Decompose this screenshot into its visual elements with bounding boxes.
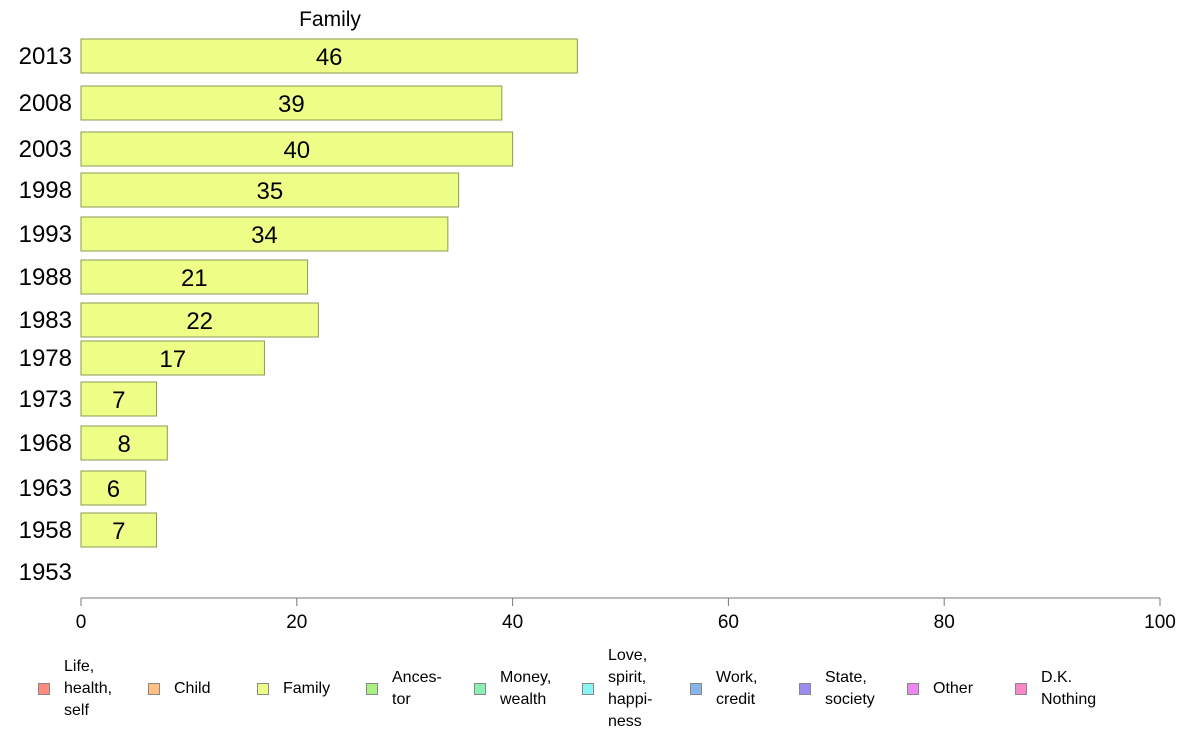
y-tick-label: 1983 [19, 307, 72, 334]
y-tick-label: 1998 [19, 177, 72, 204]
bar [80, 85, 503, 121]
legend: Life, health, self Child Family Ances- tor M… [0, 645, 1188, 734]
bar-value-label: 34 [251, 222, 278, 249]
y-tick-label: 2003 [19, 136, 72, 163]
legend-label: Other [933, 680, 974, 697]
legend-swatch [38, 683, 50, 695]
legend-item: Family [257, 678, 330, 700]
legend-swatch [690, 683, 702, 695]
bar-value-label: 35 [256, 178, 283, 205]
x-tick-label: 100 [1144, 612, 1176, 633]
legend-swatch [257, 683, 269, 695]
legend-item: Life, health, self [38, 656, 112, 722]
legend-swatch [148, 683, 160, 695]
legend-label: Family [283, 680, 331, 697]
bar-value-label: 7 [112, 387, 125, 414]
bar [80, 425, 168, 461]
legend-item: Love, spirit, happi- ness [582, 645, 652, 733]
x-tick-label: 60 [718, 612, 739, 633]
y-tick-label: 1973 [19, 386, 72, 413]
y-axis-labels: 2013 2008 2003 1998 1993 1988 1983 1978 1973 1968… [19, 43, 72, 586]
legend-swatch [366, 683, 378, 695]
bar-value-label: 6 [107, 476, 120, 503]
chart-title: Family [299, 8, 361, 31]
bar-value-label: 40 [283, 137, 310, 164]
legend-item: Ances- tor [366, 667, 442, 711]
legend-item: Money, wealth [474, 667, 551, 711]
legend-item: Child [148, 678, 210, 700]
y-tick-label: 1953 [19, 559, 72, 586]
bar [80, 512, 158, 548]
bar [80, 340, 265, 376]
bar [80, 38, 578, 74]
legend-swatch [582, 683, 594, 695]
y-tick-label: 2013 [19, 43, 72, 70]
legend-label: Money, wealth [500, 669, 552, 708]
y-tick-label: 1968 [19, 430, 72, 457]
bar-value-label: 22 [186, 308, 213, 335]
legend-item: Work, credit [690, 667, 757, 711]
y-tick-label: 1978 [19, 345, 72, 372]
bar-value-label: 17 [159, 346, 186, 373]
bar [80, 302, 319, 338]
x-axis: 0 20 40 60 80 100 [76, 597, 1176, 633]
legend-label: Love, spirit, happi- ness [608, 647, 653, 730]
y-tick-label: 2008 [19, 90, 72, 117]
legend-swatch [799, 683, 811, 695]
bar-value-label: 7 [112, 518, 125, 545]
x-tick-label: 0 [76, 612, 87, 633]
x-tick-label: 40 [502, 612, 523, 633]
bar [80, 381, 158, 417]
legend-swatch [1015, 683, 1027, 695]
x-tick-label: 80 [934, 612, 955, 633]
legend-item: State, society [799, 667, 875, 711]
y-tick-label: 1963 [19, 475, 72, 502]
legend-swatch [907, 683, 919, 695]
legend-item: D.K. Nothing [1015, 667, 1096, 711]
y-tick-label: 1988 [19, 264, 72, 291]
legend-label: Life, health, self [64, 658, 113, 719]
bar [80, 172, 460, 208]
legend-label: D.K. Nothing [1041, 669, 1097, 708]
x-tick-label: 20 [286, 612, 307, 633]
bar-value-label: 39 [278, 91, 305, 118]
legend-label: Ances- tor [392, 669, 442, 708]
legend-label: State, society [825, 669, 875, 708]
y-tick-label: 1993 [19, 221, 72, 248]
legend-label: Work, credit [716, 669, 758, 708]
legend-swatch [474, 683, 486, 695]
bar-value-label: 8 [117, 431, 130, 458]
legend-item: Other [907, 678, 973, 700]
y-tick-label: 1958 [19, 517, 72, 544]
bar-value-label: 21 [181, 265, 208, 292]
bar [80, 216, 449, 252]
bar [80, 259, 309, 295]
bar-value-label: 46 [316, 44, 343, 71]
bar [80, 131, 514, 167]
bar [80, 470, 147, 506]
legend-label: Child [174, 680, 211, 697]
